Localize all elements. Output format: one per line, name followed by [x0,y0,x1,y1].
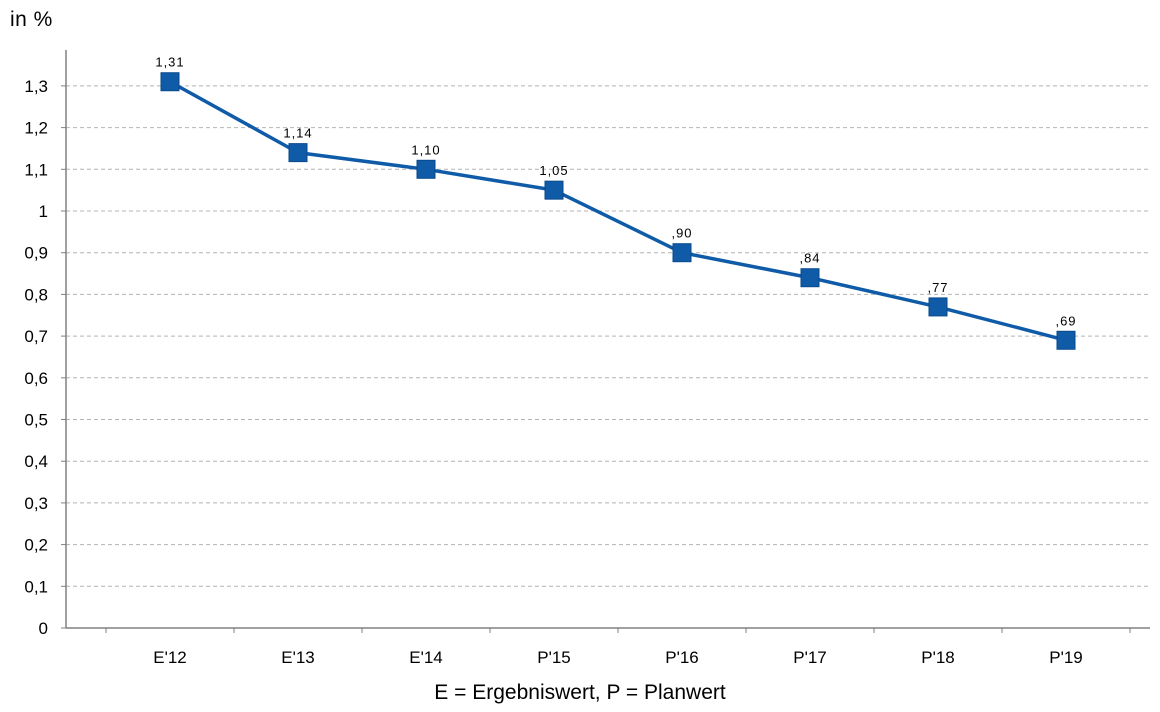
y-tick-label: 1,2 [24,119,48,138]
x-tick-label: E'12 [153,648,187,667]
y-tick-label: 0,9 [24,244,48,263]
y-tick-label: 0,6 [24,369,48,388]
data-point-marker [416,159,436,179]
data-label: 1,14 [283,126,312,141]
gridlines [66,85,1150,587]
x-tick-label: P'16 [665,648,699,667]
data-label: ,84 [799,251,820,266]
y-tick-label: 0,5 [24,411,48,430]
data-label: ,77 [927,280,948,295]
data-label: ,90 [671,226,692,241]
y-tick-labels: 0 0,1 0,2 0,3 0,4 0,5 0,6 0,7 0,8 0,9 1 1,1 1,2 1,3 [24,77,48,638]
y-tick-label: 0,7 [24,327,48,346]
data-point-marker [672,243,692,263]
data-label: 1,05 [539,163,568,178]
data-label: ,69 [1055,313,1076,328]
y-axis-unit-label: in % [10,8,53,31]
y-tick-label: 0,2 [24,536,48,555]
y-tick-label: 0,3 [24,494,48,513]
y-tick-label: 1 [39,202,48,221]
data-label: 1,10 [411,142,440,157]
data-series [160,72,1076,350]
data-point-marker [160,72,180,92]
x-tick-label: P'18 [921,648,955,667]
data-point-marker [928,297,948,317]
data-label: 1,31 [155,55,184,70]
y-tick-label: 0,1 [24,577,48,596]
y-tick-label: 1,3 [24,77,48,96]
x-tick-label: E'14 [409,648,443,667]
y-tick-label: 1,1 [24,160,48,179]
data-labels: 1,31 1,14 1,10 1,05 ,90 ,84 ,77 ,69 [155,55,1076,329]
x-tick-label: P'17 [793,648,827,667]
series-line [169,80,1067,342]
axes [61,50,1150,633]
footnote-legend-text: E = Ergebniswert, P = Planwert [434,681,726,704]
x-tick-labels: E'12 E'13 E'14 P'15 P'16 P'17 P'18 P'19 [153,648,1083,667]
data-point-marker [288,143,308,163]
x-tick-label: E'13 [281,648,315,667]
y-tick-label: 0,4 [24,452,48,471]
y-tick-label: 0,8 [24,285,48,304]
data-point-marker [544,180,564,200]
y-tick-label: 0 [39,619,48,638]
data-point-marker [800,268,820,288]
x-tick-label: P'19 [1049,648,1083,667]
x-tick-label: P'15 [537,648,571,667]
data-point-marker [1056,330,1076,350]
